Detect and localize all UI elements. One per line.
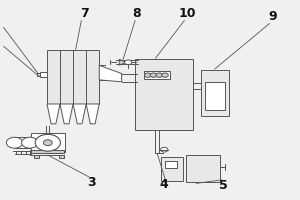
Bar — [30, 150, 64, 153]
Circle shape — [145, 73, 151, 77]
Text: 3: 3 — [88, 176, 96, 189]
Polygon shape — [86, 104, 99, 124]
Polygon shape — [99, 65, 122, 82]
Text: 7: 7 — [80, 7, 89, 20]
Polygon shape — [73, 104, 86, 124]
Bar — [186, 155, 220, 182]
Polygon shape — [47, 104, 60, 124]
Bar — [59, 155, 64, 158]
Circle shape — [35, 134, 60, 151]
Bar — [205, 82, 225, 110]
Circle shape — [124, 60, 132, 65]
Text: 8: 8 — [132, 7, 141, 20]
Bar — [37, 73, 40, 76]
Circle shape — [150, 73, 157, 77]
Text: 10: 10 — [178, 7, 196, 20]
Circle shape — [162, 73, 168, 77]
Polygon shape — [60, 104, 73, 124]
Text: 4: 4 — [159, 178, 168, 191]
Text: 9: 9 — [268, 10, 277, 23]
Circle shape — [156, 73, 163, 77]
Bar — [161, 157, 183, 181]
Bar — [135, 59, 193, 130]
Bar — [144, 71, 170, 79]
Bar — [34, 155, 39, 158]
Bar — [201, 70, 229, 116]
Bar — [15, 137, 30, 148]
Circle shape — [44, 140, 52, 146]
Circle shape — [161, 147, 168, 152]
Bar — [31, 133, 64, 152]
Circle shape — [35, 134, 60, 151]
Bar — [165, 161, 177, 168]
Circle shape — [22, 137, 38, 148]
Bar — [40, 72, 47, 77]
Text: 5: 5 — [219, 179, 227, 192]
Circle shape — [44, 140, 52, 146]
Bar — [47, 50, 99, 104]
Polygon shape — [119, 59, 126, 65]
Circle shape — [6, 137, 23, 148]
Bar — [31, 139, 37, 146]
